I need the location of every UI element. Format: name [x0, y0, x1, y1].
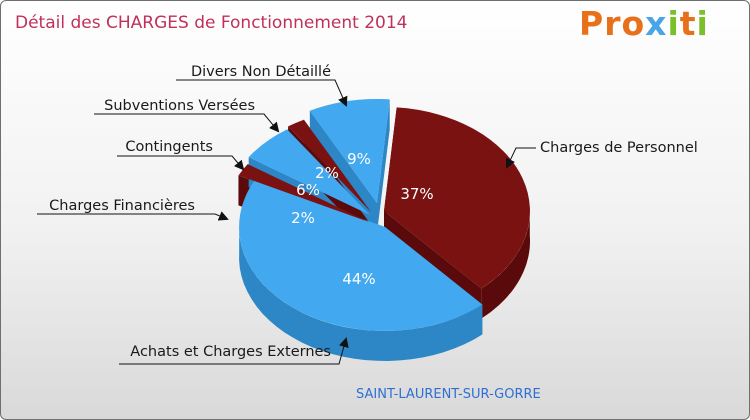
leader-line [94, 113, 280, 133]
pie-slice [238, 164, 369, 222]
slice-percent-label: 2% [291, 209, 315, 227]
pie-slice [309, 99, 390, 203]
pie-slice-side [481, 205, 530, 319]
leader-line [505, 147, 536, 169]
pie-slice [384, 107, 530, 289]
slice-category-label: Charges de Personnel [540, 140, 698, 156]
chart-title: Détail des CHARGES de Fonctionnement 201… [15, 13, 408, 33]
slice-percent-label: 2% [315, 164, 339, 182]
slice-category-label: Charges Financières [49, 198, 195, 214]
logo-letter: P [579, 4, 605, 43]
slice-category-label: Divers Non Détaillé [191, 64, 331, 80]
logo-letter: t [679, 4, 697, 43]
pie-slice [239, 180, 483, 331]
slice-category-label: Contingents [125, 139, 213, 155]
pie-slice-face [309, 110, 377, 233]
logo-letter: i [696, 4, 709, 43]
proxiti-logo: Proxiti [579, 4, 709, 43]
pie-slice [248, 129, 370, 215]
leader-line [119, 337, 349, 365]
pie-slice-side [239, 221, 483, 361]
slice-percent-label: 37% [400, 185, 433, 203]
logo-letter: o [621, 4, 646, 43]
pie-slice [288, 119, 371, 212]
logo-letter: r [604, 4, 622, 43]
slice-category-label: Subventions Versées [104, 98, 255, 114]
logo-letter: i [667, 4, 680, 43]
slice-percent-label: 6% [296, 181, 320, 199]
slice-percent-label: 44% [342, 270, 375, 288]
pie-slice-face [377, 99, 390, 233]
leader-line [176, 79, 348, 107]
slice-percent-label: 9% [347, 150, 371, 168]
slice-category-label: Achats et Charges Externes [130, 344, 331, 360]
logo-letter: x [645, 4, 668, 43]
leader-line [37, 211, 229, 221]
commune-name: SAINT-LAURENT-SUR-GORRE [356, 387, 541, 402]
leader-line [117, 155, 245, 171]
